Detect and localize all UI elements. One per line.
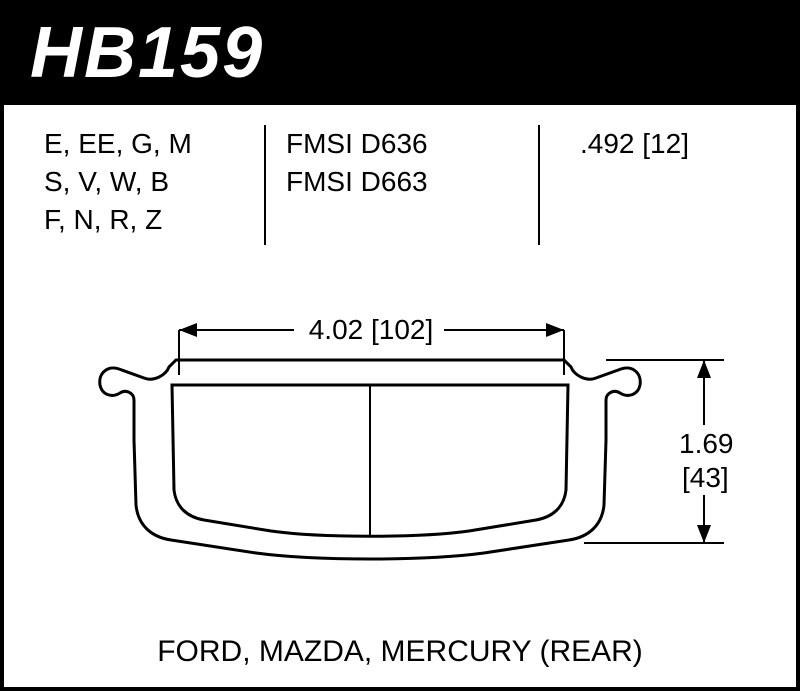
width-dimension: 4.02 [102] (179, 314, 564, 375)
height-mm: [43] (682, 462, 729, 493)
part-number-title: HB159 (30, 12, 264, 94)
compound-codes-column: E, EE, G, M S, V, W, B F, N, R, Z (44, 125, 244, 245)
compound-line: E, EE, G, M (44, 125, 244, 163)
fmsi-line: FMSI D663 (286, 163, 466, 201)
fmsi-line: FMSI D636 (286, 125, 466, 163)
header-bar: HB159 (0, 0, 800, 105)
specs-row: E, EE, G, M S, V, W, B F, N, R, Z FMSI D… (4, 105, 796, 245)
applications-label: FORD, MAZDA, MERCURY (REAR) (4, 635, 796, 669)
diagram-svg: 4.02 [102] (4, 275, 800, 635)
brake-pad-diagram: 4.02 [102] (4, 275, 796, 625)
vertical-divider (264, 125, 266, 245)
brake-pad-shape (100, 360, 641, 559)
compound-line: F, N, R, Z (44, 201, 244, 239)
height-inches: 1.69 (679, 428, 734, 459)
width-inches: 4.02 (309, 314, 364, 345)
content-frame: E, EE, G, M S, V, W, B F, N, R, Z FMSI D… (0, 105, 800, 691)
fmsi-column: FMSI D636 FMSI D663 (286, 125, 466, 245)
compound-line: S, V, W, B (44, 163, 244, 201)
vertical-divider (538, 125, 540, 245)
thickness-value: .492 [12] (580, 125, 766, 163)
svg-text:4.02 [10: 4.02 [102] (309, 314, 434, 345)
width-mm: [102] (371, 314, 433, 345)
thickness-column: .492 [12] (560, 125, 766, 245)
